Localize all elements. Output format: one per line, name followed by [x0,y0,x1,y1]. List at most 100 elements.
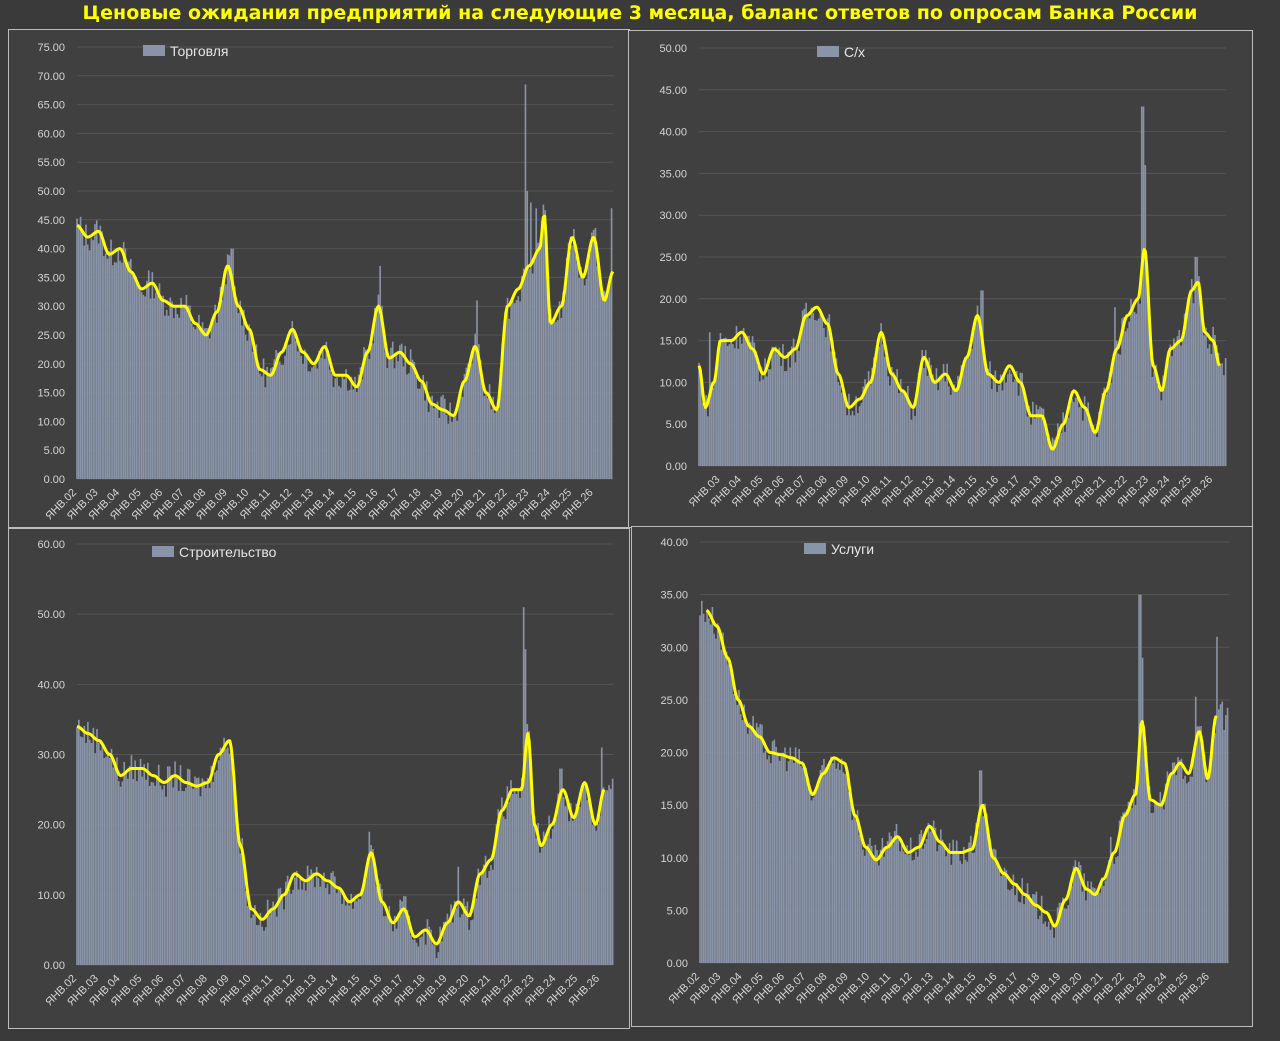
bar [855,396,857,466]
bar [176,776,178,965]
bar [1063,908,1066,963]
bar [782,752,785,963]
bar [807,781,809,963]
bar [925,839,928,963]
bar [902,851,905,963]
bar [803,765,806,963]
bar [1173,762,1176,963]
bar [823,758,825,963]
bar [821,765,823,963]
bar [76,218,78,480]
bar [1135,313,1138,466]
bar [163,785,165,965]
bar [750,727,753,963]
bar [373,308,376,479]
bar [1196,257,1198,466]
bar [908,400,911,466]
bar [816,787,818,963]
y-tick-label: 65.00 [37,100,65,112]
bar [885,353,888,466]
bar [1174,345,1177,466]
y-tick-label: 25.00 [37,330,65,342]
bar [731,679,733,963]
bar [275,916,278,965]
bar [434,405,437,479]
bar [1115,340,1118,466]
bar [971,348,973,466]
bar [989,839,992,963]
bar [776,353,779,466]
bar [1153,370,1156,466]
bar [555,321,557,479]
bar [397,914,400,965]
bar [1180,345,1182,466]
bar [1023,904,1025,963]
bar [226,254,229,479]
bar [932,374,934,466]
bar [469,367,471,479]
bar [1131,807,1133,963]
bar [464,905,467,965]
bar [1187,297,1189,466]
bar [497,409,500,479]
bar [253,352,256,479]
bar [403,896,405,965]
bar [1044,921,1047,963]
bar [741,343,743,466]
bar [746,335,749,466]
bar [152,782,155,965]
bar [1190,279,1193,466]
bar [970,835,972,963]
bar [187,305,190,479]
bar [961,863,963,963]
bar [1170,776,1172,963]
bar [1076,391,1079,466]
bar [569,252,572,479]
bar [506,297,509,479]
bar [1092,424,1095,466]
bar [568,821,570,965]
bar [1026,416,1029,466]
bar [1108,372,1111,466]
bar [217,760,220,965]
bar [393,915,396,965]
bar [588,792,590,965]
bar [718,634,721,963]
bar [140,292,143,479]
bar [468,929,471,965]
bar [356,392,358,479]
chart-svg: 0.00 5.00 10.00 15.00 20.00 25.00 30.00 35.00 40… [659,43,1227,509]
bar [196,778,198,965]
bar [305,354,308,479]
bar [702,613,705,963]
bar [985,373,988,466]
bar [1177,757,1179,963]
y-tick-label: 35.00 [660,590,688,602]
bar [451,421,453,479]
bar [937,390,940,466]
bar [713,633,715,963]
bar [885,848,887,963]
bar [882,344,884,466]
bar [1067,417,1070,466]
bar [832,341,834,466]
bar [842,772,845,963]
bar [1035,404,1038,466]
bar [1175,775,1178,963]
bar [863,855,866,963]
bar [131,275,134,479]
bar [383,916,385,965]
bar [467,363,469,479]
bar [766,759,769,963]
bar [521,777,523,965]
bar [210,324,213,479]
bar [261,926,264,965]
bar [353,897,356,965]
bar [738,689,740,963]
bar [548,815,550,965]
bar [141,776,144,965]
bar [410,935,412,965]
bar [495,406,498,479]
bar [1169,344,1172,466]
bar [397,361,399,479]
